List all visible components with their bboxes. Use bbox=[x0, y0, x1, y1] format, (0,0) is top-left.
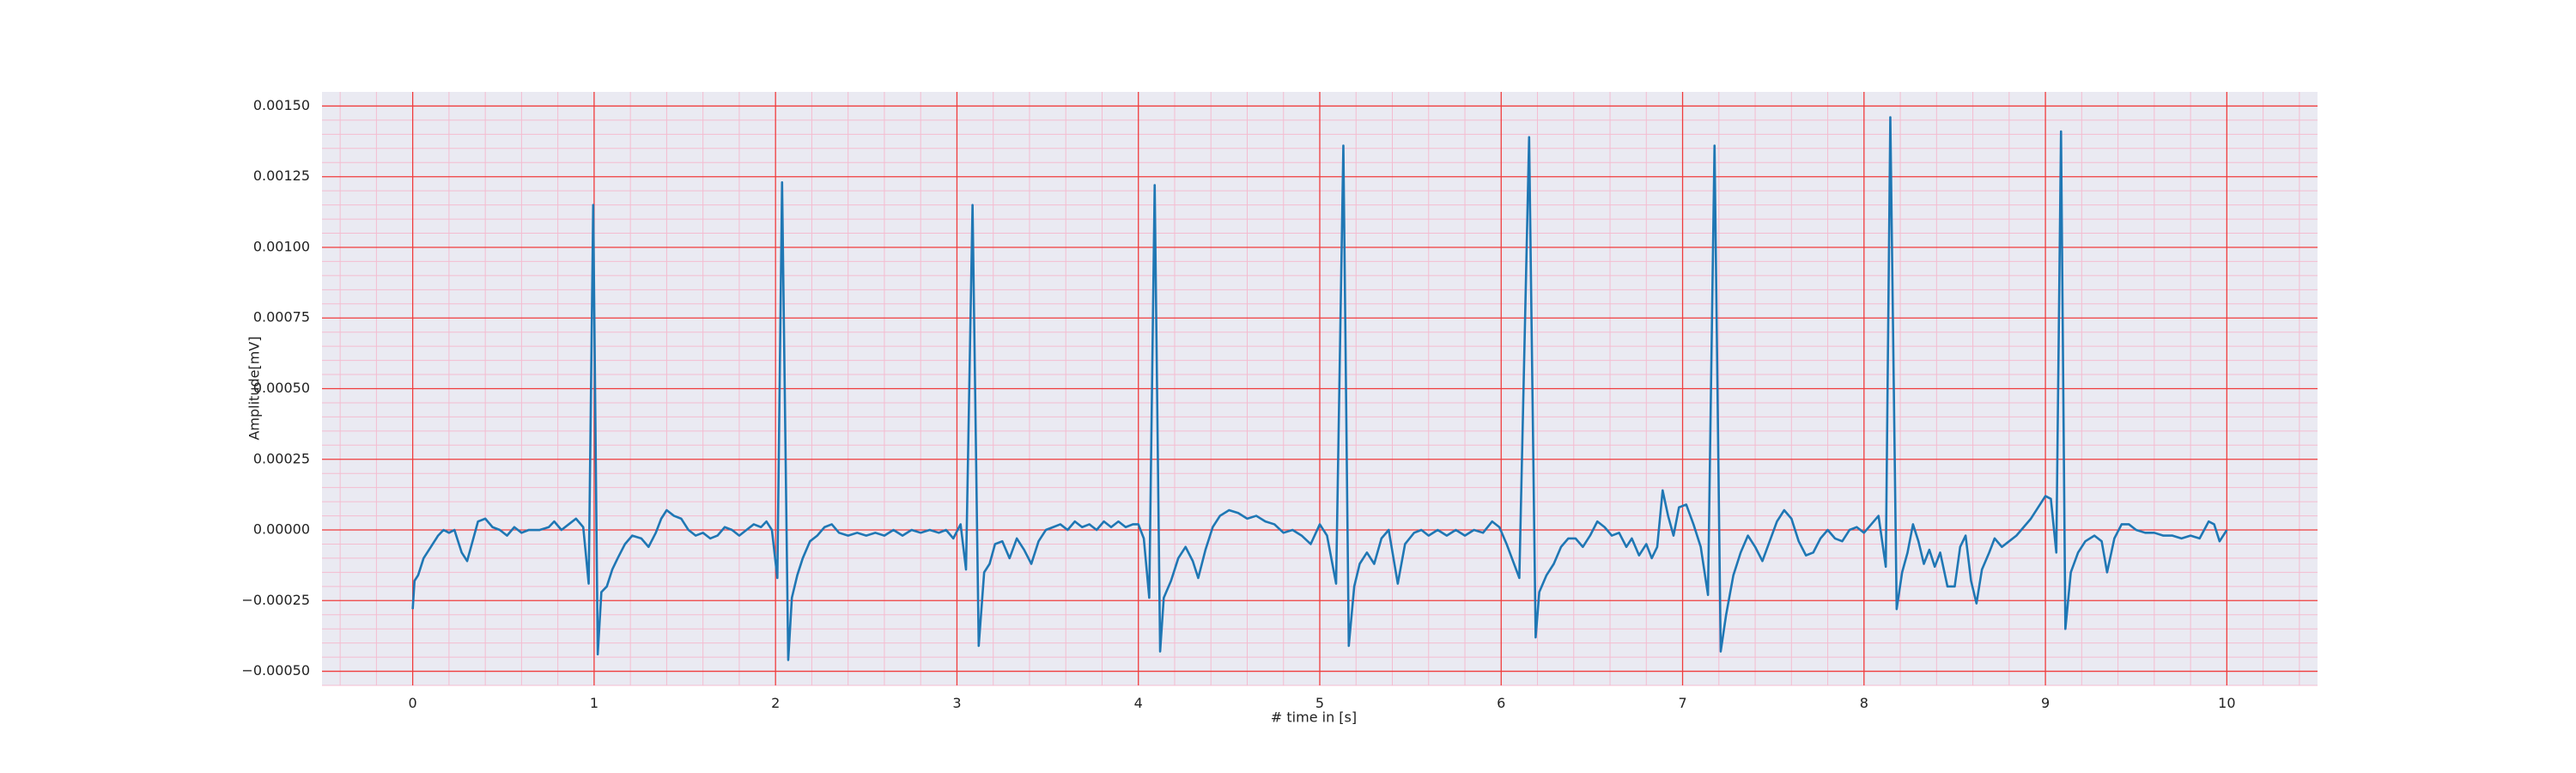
y-tick-label: 0.00125 bbox=[253, 167, 310, 184]
x-tick-label: 6 bbox=[1497, 695, 1505, 711]
x-tick-label: 9 bbox=[2041, 695, 2050, 711]
x-tick-label: 4 bbox=[1134, 695, 1143, 711]
y-tick-label: 0.00100 bbox=[253, 238, 310, 254]
y-tick-label: 0.00075 bbox=[253, 309, 310, 326]
x-tick-label: 3 bbox=[952, 695, 961, 711]
y-tick-label: −0.00025 bbox=[241, 592, 310, 608]
signal-line bbox=[411, 116, 2228, 661]
y-tick-label: 0.00000 bbox=[253, 521, 310, 538]
y-tick-label: 0.00025 bbox=[253, 450, 310, 466]
y-tick-label: 0.00150 bbox=[253, 97, 310, 113]
x-tick-label: 7 bbox=[1678, 695, 1686, 711]
x-tick-label: 8 bbox=[1860, 695, 1868, 711]
x-tick-label: 10 bbox=[2218, 695, 2235, 711]
y-tick-label: 0.00050 bbox=[253, 380, 310, 396]
y-axis-label: Amplitude[mV] bbox=[246, 336, 263, 440]
x-tick-label: 1 bbox=[590, 695, 598, 711]
x-tick-label: 2 bbox=[771, 695, 780, 711]
x-tick-label: 0 bbox=[409, 695, 417, 711]
x-tick-label: 5 bbox=[1315, 695, 1324, 711]
x-axis-label: # time in [s] bbox=[1271, 709, 1357, 726]
y-tick-label: −0.00050 bbox=[241, 662, 310, 679]
